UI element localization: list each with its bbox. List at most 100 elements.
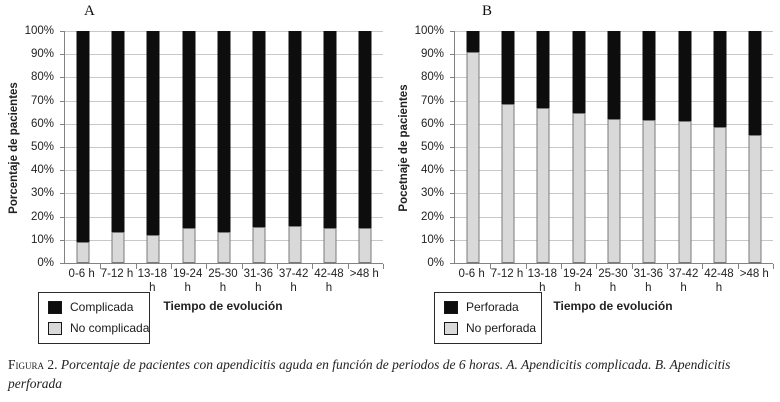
y-tick-label: 10% bbox=[420, 233, 444, 246]
y-tick-label: 60% bbox=[420, 117, 444, 130]
x-tick-label: 31-36 h bbox=[633, 268, 664, 295]
x-tick-label: 19-24 h bbox=[172, 268, 203, 295]
x-tick-label: 42-48 h bbox=[314, 268, 344, 295]
x-axis-label-b: Tiempo de evolución bbox=[553, 299, 673, 313]
bar-segment-complicada bbox=[111, 31, 125, 232]
legend-item-no-complicada: No complicada bbox=[48, 321, 149, 335]
x-tick-mark bbox=[100, 264, 102, 269]
y-tick-label: 20% bbox=[30, 210, 54, 223]
bar-42-48h bbox=[312, 31, 347, 263]
y-tick-mark bbox=[450, 193, 455, 195]
bar-31-36h bbox=[242, 31, 277, 263]
bar-segment-no-complicada bbox=[76, 242, 90, 263]
legend-swatch-dark bbox=[444, 300, 458, 314]
x-tick-label: 19-24 h bbox=[562, 268, 593, 295]
y-tick-mark bbox=[450, 77, 455, 79]
y-tick-mark bbox=[60, 170, 65, 172]
x-tick-mark bbox=[490, 264, 492, 269]
y-tick-label: 100% bbox=[24, 25, 54, 37]
x-tick-label: 25-30 h bbox=[208, 268, 238, 295]
bar-segment-complicada bbox=[182, 31, 196, 229]
y-tick-label: 40% bbox=[30, 164, 54, 177]
y-tick-label: 50% bbox=[30, 141, 54, 153]
legend-swatch-dark bbox=[48, 300, 62, 314]
y-tick-mark bbox=[60, 193, 65, 195]
y-tick-label: 30% bbox=[30, 187, 54, 200]
y-tick-mark bbox=[60, 77, 65, 79]
bar-segment-no-complicada bbox=[323, 228, 337, 263]
y-tick-label: 90% bbox=[30, 48, 54, 61]
x-tick-label: 7-12 h bbox=[490, 268, 524, 280]
bar-segment-perforada bbox=[536, 31, 550, 108]
y-tick-mark bbox=[60, 123, 65, 125]
legend-b: Perforada No perforada bbox=[434, 292, 542, 344]
y-tick-label: 100% bbox=[414, 25, 444, 37]
bar-segment-complicada bbox=[146, 31, 160, 236]
y-tick-label: 60% bbox=[30, 117, 54, 130]
bar-segment-no-complicada bbox=[252, 227, 266, 263]
x-tick-label: >48 h bbox=[739, 268, 769, 280]
bar-42-48h bbox=[702, 31, 737, 263]
y-tick-mark bbox=[60, 54, 65, 56]
figure-caption: Figura 2. Porcentaje de pacientes con ap… bbox=[8, 356, 774, 394]
bar-31-36h bbox=[632, 31, 667, 263]
bar-13-18h bbox=[526, 31, 561, 263]
x-tick-mark bbox=[773, 264, 774, 269]
bar-0-6h bbox=[455, 31, 490, 263]
y-tick-mark bbox=[60, 100, 65, 102]
y-tick-label: 0% bbox=[37, 257, 54, 269]
bar-segment-perforada bbox=[501, 31, 515, 105]
x-tick-mark bbox=[667, 264, 668, 269]
legend-swatch-light bbox=[48, 321, 62, 335]
bar-segment-perforada bbox=[748, 31, 762, 136]
bar-37-42h bbox=[667, 31, 702, 263]
x-tick-mark bbox=[702, 264, 704, 269]
x-axis-label-a: Tiempo de evolución bbox=[163, 299, 283, 313]
legend-a: Complicada No complicada bbox=[38, 292, 150, 344]
bar-7-12h bbox=[100, 31, 135, 263]
y-tick-mark bbox=[450, 31, 455, 32]
bar-segment-perforada bbox=[607, 31, 621, 120]
bar-segment-no-perforada bbox=[501, 104, 515, 263]
chart-panel-a: A Porcentaje de pacientes 100% 90% 80% 70% 6… bbox=[0, 0, 390, 356]
legend-item-perforada: Perforada bbox=[444, 300, 532, 314]
caption-label: Figura 2. bbox=[8, 357, 58, 372]
y-tick-label: 70% bbox=[30, 94, 54, 107]
x-tick-label: >48 h bbox=[349, 268, 379, 280]
bar-segment-no-perforada bbox=[466, 51, 480, 263]
legend-item-complicada: Complicada bbox=[48, 300, 140, 314]
y-tick-label: 0% bbox=[427, 257, 444, 269]
legend-label: No perforada bbox=[466, 321, 537, 335]
panel-label-a: A bbox=[84, 3, 96, 19]
y-tick-mark bbox=[450, 239, 455, 241]
bar-segment-perforada bbox=[713, 31, 727, 128]
bar-segment-no-perforada bbox=[678, 121, 692, 263]
panel-label-b: B bbox=[482, 3, 493, 19]
legend-label: Perforada bbox=[466, 300, 519, 314]
bar-segment-complicada bbox=[288, 31, 302, 226]
x-tick-mark bbox=[631, 264, 633, 269]
x-tick-mark bbox=[737, 264, 739, 269]
legend-item-no-perforada: No perforada bbox=[444, 321, 536, 335]
caption-text: Porcentaje de pacientes con apendicitis … bbox=[8, 357, 731, 391]
bar-segment-no-perforada bbox=[642, 120, 656, 263]
bar-segment-no-perforada bbox=[607, 119, 621, 263]
x-tick-mark bbox=[135, 264, 137, 269]
bar-segment-no-complicada bbox=[358, 228, 372, 263]
bar-13-18h bbox=[136, 31, 171, 263]
y-tick-label: 70% bbox=[420, 94, 444, 107]
x-tick-mark bbox=[171, 264, 172, 269]
legend-swatch-light bbox=[444, 321, 458, 335]
x-tick-label: 37-42 h bbox=[668, 268, 699, 295]
x-tick-mark bbox=[312, 264, 314, 269]
y-tick-mark bbox=[450, 147, 455, 148]
x-tick-label: 13-18 h bbox=[527, 268, 558, 295]
x-tick-label: 13-18 h bbox=[137, 268, 168, 295]
y-tick-mark bbox=[60, 239, 65, 241]
y-tick-mark bbox=[60, 216, 65, 218]
x-tick-mark bbox=[383, 264, 384, 269]
x-tick-mark bbox=[277, 264, 278, 269]
bar-segment-perforada bbox=[678, 31, 692, 122]
y-tick-label: 90% bbox=[420, 48, 444, 61]
